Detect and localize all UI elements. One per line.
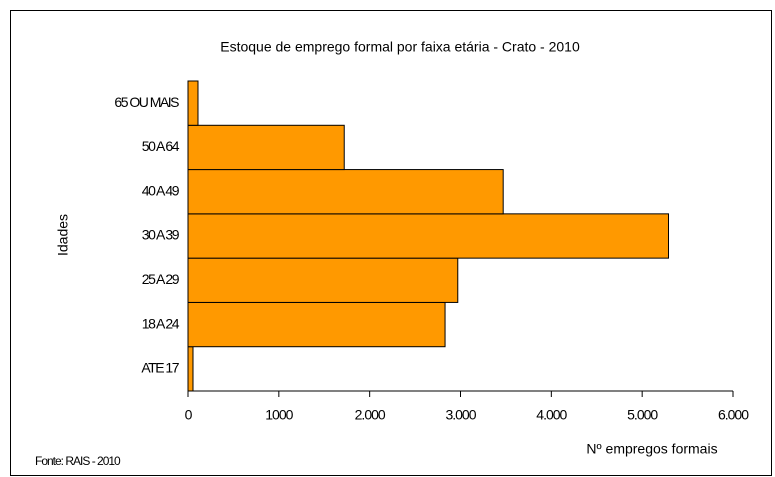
bar [187,80,199,126]
bar [187,169,504,215]
bar [187,213,670,259]
bar [187,346,194,392]
y-axis-title: Idades [55,214,71,256]
bar [187,257,459,303]
x-tick-label: 3.000 [445,407,476,423]
y-tick-label: 30 A 39 [142,227,180,243]
bar [187,124,345,171]
x-tick-label: 0 [185,407,193,423]
y-tick-label: 25 A 29 [142,271,180,287]
x-tick-label: 1000 [265,407,293,423]
y-tick-label: 40 A 49 [142,182,180,198]
source-note: Fonte: RAIS - 2010 [35,454,121,468]
bar [187,301,446,348]
y-tick-label: 65 OU MAIS [114,94,179,110]
chart-title: Estoque de emprego formal por faixa etár… [220,39,580,55]
y-tick-label: 18 A 24 [142,315,180,331]
x-tick-label: 5.000 [627,407,658,423]
y-tick-label: ATE 17 [141,360,179,376]
x-tick-label: 6.000 [718,407,749,423]
x-tick-label: 4.000 [536,407,567,423]
y-tick-label: 50 A 64 [142,138,180,154]
x-axis-title: Nº empregos formais [586,441,717,457]
x-tick-label: 2.000 [355,407,386,423]
